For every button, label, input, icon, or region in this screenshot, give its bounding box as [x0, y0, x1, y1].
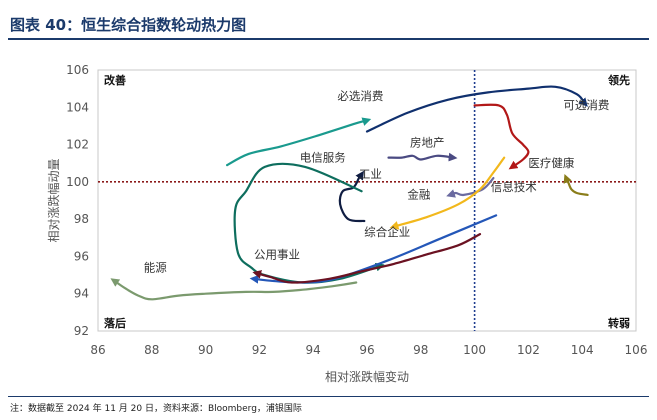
- series-label: 信息技术: [491, 180, 537, 194]
- series-label: 必选消费: [337, 89, 383, 103]
- series-label: 金融: [407, 188, 430, 202]
- series-line-11: [252, 233, 482, 284]
- series-line-5: [446, 177, 495, 198]
- series-label: 公用事业: [254, 247, 300, 261]
- y-tick-label: 92: [74, 324, 89, 338]
- x-tick-label: 100: [463, 343, 486, 357]
- x-tick-label: 98: [413, 343, 428, 357]
- series-line-7: [389, 156, 506, 230]
- x-tick-label: 90: [198, 343, 213, 357]
- quadrant-label-bottom-right: 转弱: [608, 316, 630, 330]
- rotation-chart: 86 88 90 92 94 96 98 100 102 104 106 92 94 96 98 100 102…: [46, 63, 648, 384]
- y-tick-label: 106: [66, 63, 89, 77]
- series-label: 电信服务: [300, 150, 346, 164]
- x-tick-label: 106: [625, 343, 648, 357]
- y-tick-label: 100: [66, 175, 89, 189]
- series-line-1: [226, 117, 372, 167]
- series-label: 工业: [359, 167, 382, 181]
- series-line-4: [338, 170, 366, 223]
- quadrant-label-top-left: 改善: [104, 73, 126, 87]
- series-line-0: [365, 85, 588, 133]
- y-tick-label: 94: [74, 287, 89, 301]
- series-line-3: [387, 152, 458, 162]
- series-line-2: [473, 103, 530, 170]
- series-label: 综合企业: [364, 225, 410, 239]
- title-rule: [8, 38, 649, 40]
- series-line-10: [110, 278, 358, 301]
- quadrant-label-top-right: 领先: [607, 73, 630, 87]
- x-tick-label: 104: [571, 343, 594, 357]
- x-tick-label: 92: [252, 343, 267, 357]
- y-tick-label: 96: [74, 249, 89, 263]
- series-line-6: [563, 174, 589, 196]
- y-tick-label: 104: [66, 100, 89, 114]
- series-label: 医疗健康: [528, 156, 574, 170]
- source-note: 注：数据截至 2024 年 11 月 20 日，资料来源：Bloomberg，浦…: [10, 404, 302, 414]
- series-label: 能源: [144, 260, 167, 274]
- quadrant-label-bottom-left: 落后: [104, 316, 126, 330]
- figure-title: 图表 40：恒生综合指数轮动热力图: [10, 16, 247, 34]
- x-tick-label: 94: [306, 343, 321, 357]
- footer-rule: [8, 396, 649, 397]
- series-label: 可选消费: [563, 98, 609, 112]
- series-label: 房地产: [410, 135, 445, 149]
- x-tick-label: 102: [517, 343, 540, 357]
- x-axis-label: 相对涨跌幅变动: [325, 369, 409, 384]
- plot-frame: [97, 69, 637, 332]
- y-axis-label: 相对涨跌幅动量: [46, 158, 61, 242]
- y-tick-label: 102: [66, 138, 89, 152]
- x-tick-label: 86: [90, 343, 105, 357]
- x-tick-label: 96: [359, 343, 374, 357]
- y-tick-label: 98: [74, 212, 89, 226]
- x-tick-label: 88: [144, 343, 159, 357]
